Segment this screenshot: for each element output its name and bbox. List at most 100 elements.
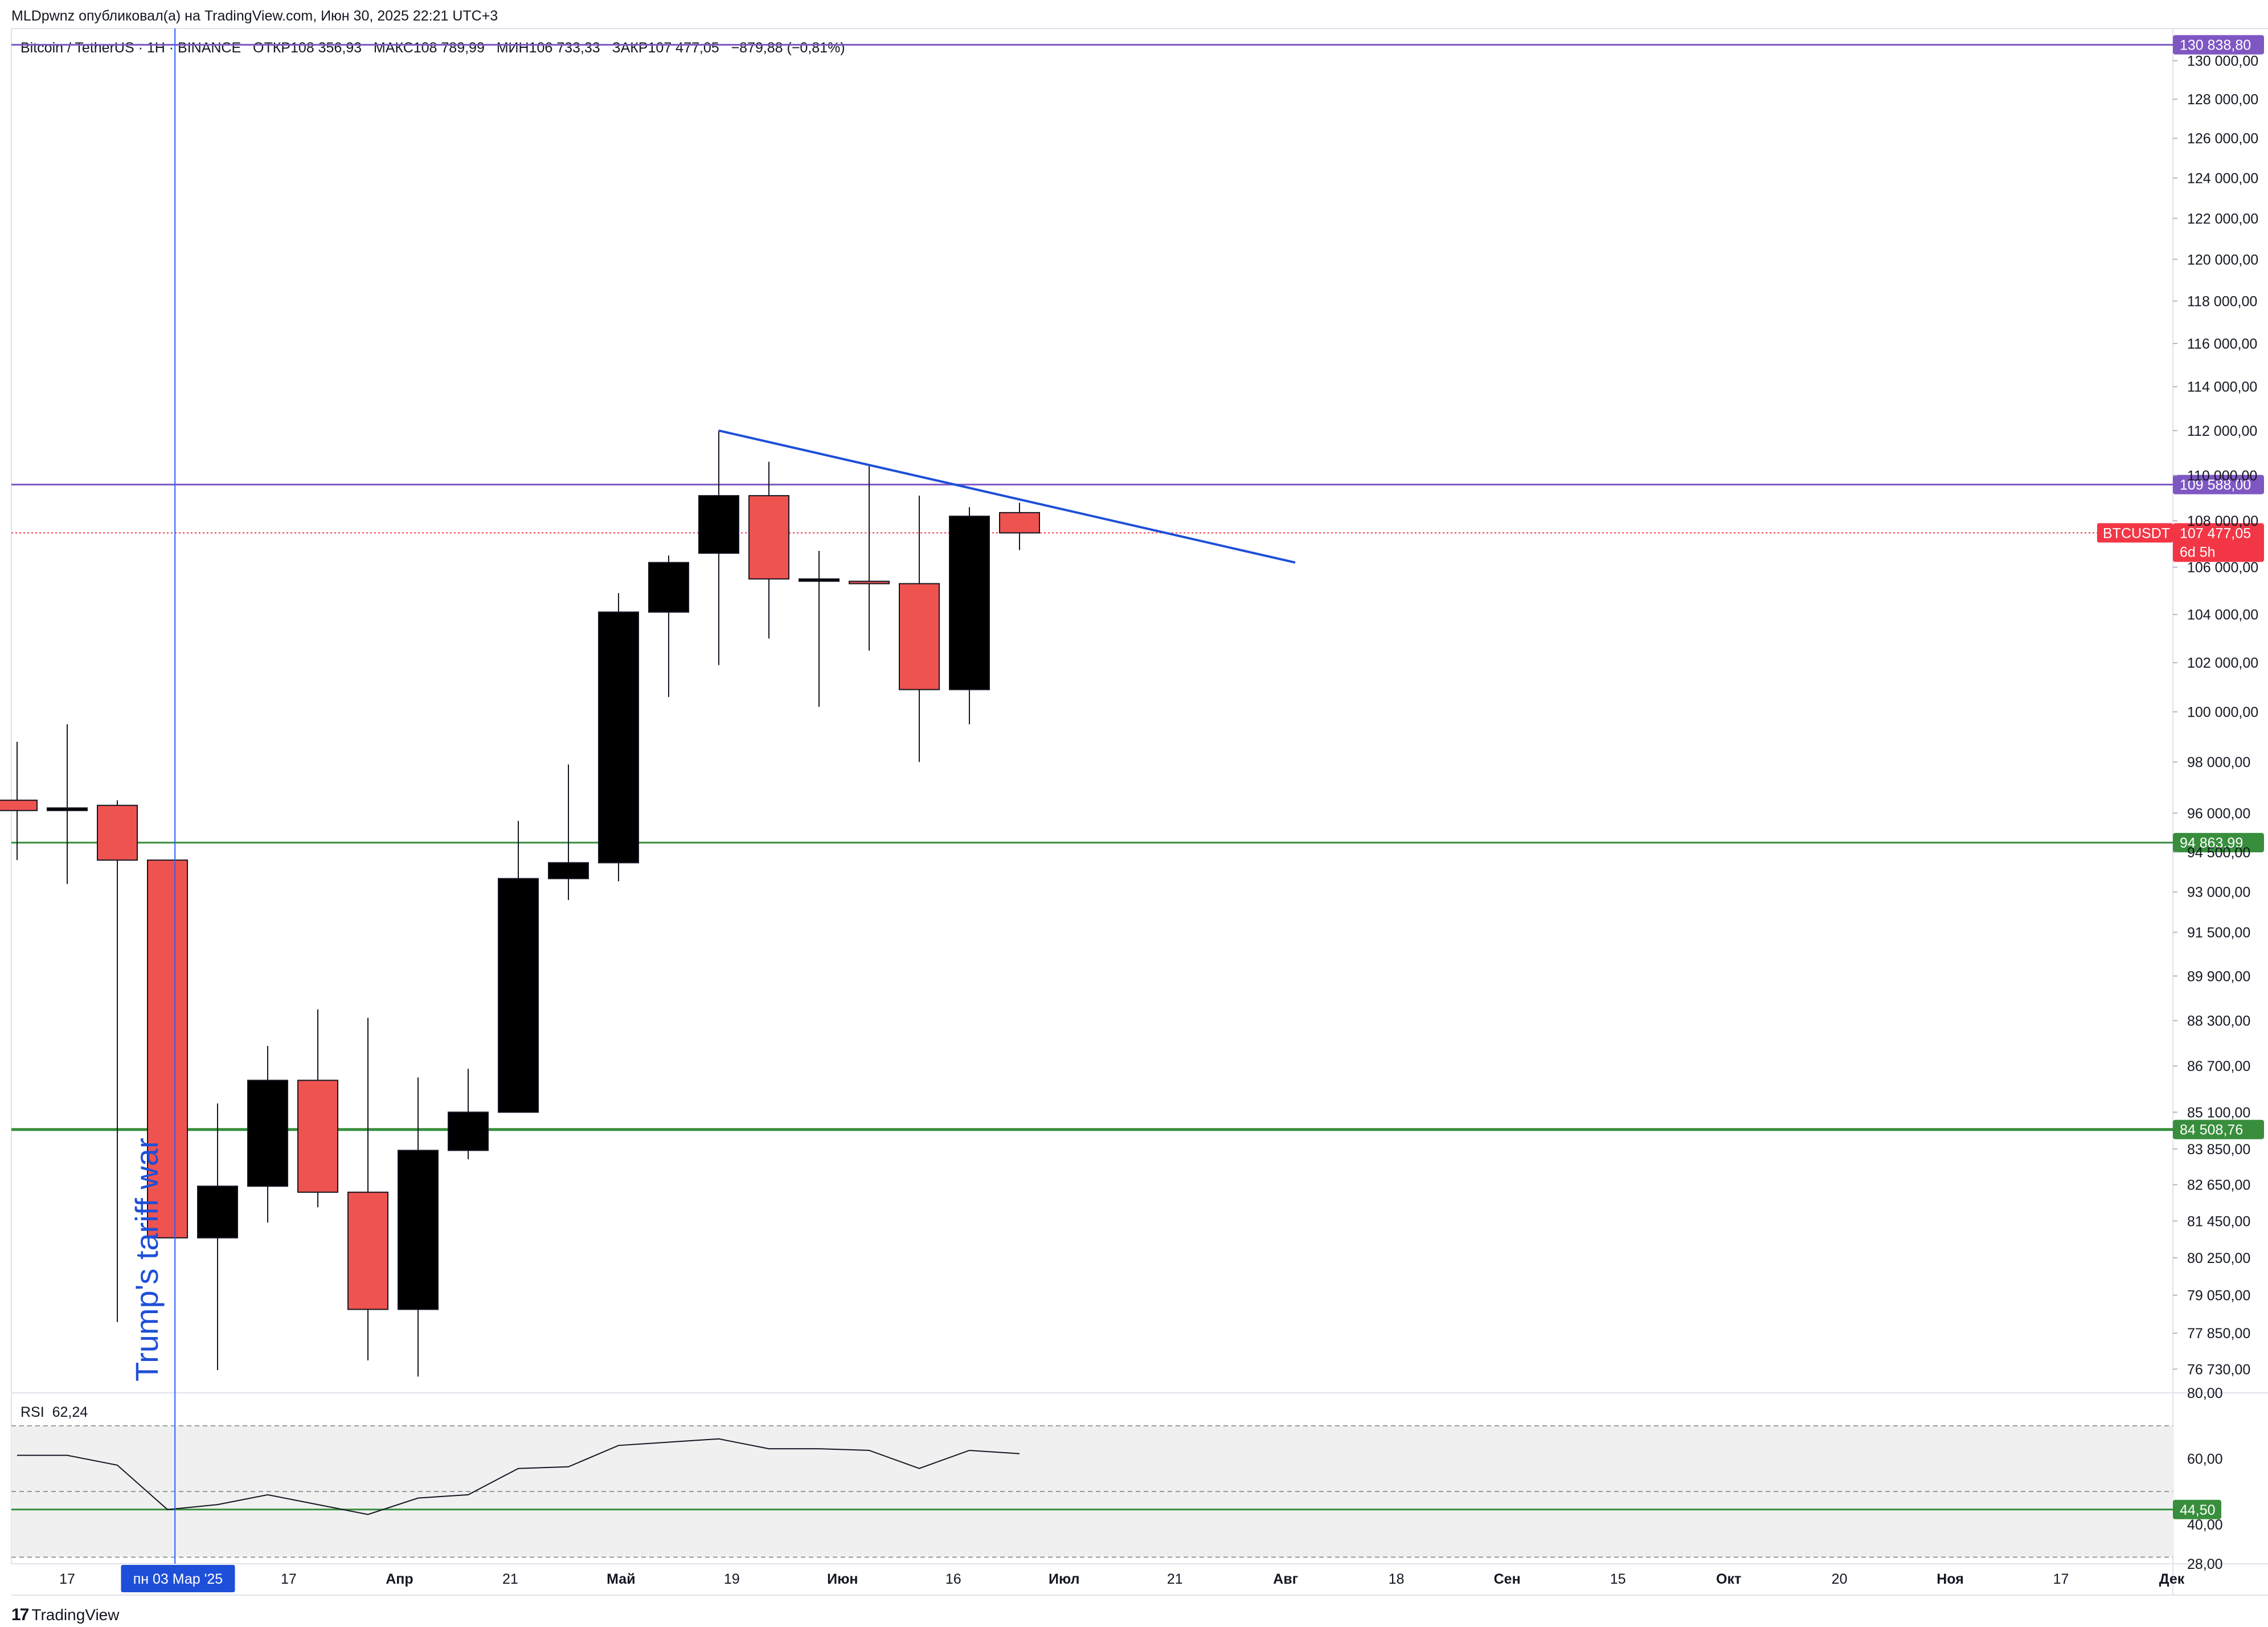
candle-body[interactable] [598,611,639,864]
rsi-tick-label: 28,00 [2187,1556,2223,1572]
price-tick-label: 108 000,00 [2187,513,2258,529]
candle-body[interactable] [799,578,840,582]
candle-body[interactable] [949,516,990,690]
time-tick-label: 18 [1389,1571,1405,1587]
price-tick-label: 124 000,00 [2187,170,2258,186]
trend-line[interactable] [718,429,1296,564]
price-tick-label: 122 000,00 [2187,211,2258,227]
candle-body[interactable] [47,807,88,811]
rsi-pane[interactable]: 44,50 [11,1425,2221,1558]
price-tick-label: 83 850,00 [2187,1142,2250,1158]
price-tick-label: 102 000,00 [2187,655,2258,671]
price-tick-label: 98 000,00 [2187,755,2250,771]
time-tick-label: 19 [724,1571,740,1587]
level-price-tag [2173,1119,2264,1139]
time-tick-label: 17 [281,1571,297,1587]
candle-body[interactable] [498,878,539,1113]
price-tick-label: 93 000,00 [2187,885,2250,901]
candle-body[interactable] [748,495,789,580]
level-price-label: 94 863,99 [2180,835,2243,851]
candle-body[interactable] [698,495,739,554]
time-tick-label: Май [607,1571,635,1587]
candle-body[interactable] [648,562,689,613]
time-tick-label: Окт [1716,1571,1741,1587]
candle-body[interactable] [297,1080,338,1193]
time-tick-label: 17 [59,1571,75,1587]
candle-body[interactable] [0,799,38,811]
time-tick-label: 20 [1832,1571,1848,1587]
price-tick-label: 88 300,00 [2187,1013,2250,1029]
price-tick-label: 114 000,00 [2187,379,2257,395]
level-price-label: 84 508,76 [2180,1122,2243,1138]
rsi-level-label: 44,50 [2180,1502,2216,1518]
candle-body[interactable] [448,1111,489,1151]
price-tick-label: 91 500,00 [2187,925,2250,941]
rsi-line[interactable] [17,1438,1020,1515]
last-price-tag [2173,523,2264,562]
rsi-tick-label: 40,00 [2187,1517,2223,1533]
price-tick-label: 79 050,00 [2187,1288,2250,1304]
price-tick-label: 86 700,00 [2187,1058,2250,1074]
level-price-tag [2173,35,2264,55]
price-tick-label: 118 000,00 [2187,293,2257,309]
brand-name: TradingView [31,1606,120,1624]
symbol-tag-label: BTCUSDT [2103,525,2170,541]
candle-body[interactable] [999,512,1040,534]
price-tick-label: 106 000,00 [2187,560,2258,576]
candle-body[interactable] [849,581,890,584]
candle-body[interactable] [347,1191,388,1310]
time-tick-label: 16 [945,1571,961,1587]
price-tick-label: 77 850,00 [2187,1326,2250,1342]
chart-frame [11,28,2268,1596]
rsi-tick-label: 80,00 [2187,1385,2223,1401]
time-tick-label: Ноя [1937,1571,1964,1587]
candle-body[interactable] [899,583,940,690]
drawings[interactable]: Trump's tariff war [129,28,1296,1564]
price-tick-label: 94 500,00 [2187,845,2250,861]
rsi-legend[interactable]: RSI 62,24 [21,1404,88,1420]
crosshair-date-label: пн 03 Мар '25 [133,1571,223,1587]
level-price-label: 109 588,00 [2180,477,2251,493]
candles[interactable] [0,430,1040,1377]
price-tick-label: 126 000,00 [2187,131,2258,147]
candle-body[interactable] [197,1185,238,1238]
time-tick-label: 15 [1610,1571,1626,1587]
price-tick-label: 112 000,00 [2187,423,2257,439]
level-price-label: 130 838,80 [2180,38,2251,54]
symbol-legend[interactable]: Bitcoin / TetherUS · 1Н · BINANCE ОТКР10… [21,40,845,56]
price-tick-label: 81 450,00 [2187,1213,2250,1229]
countdown-label: 6d 5h [2180,544,2216,560]
price-tick-label: 96 000,00 [2187,806,2250,821]
price-tick-label: 80 250,00 [2187,1250,2250,1266]
time-tick-label: Июн [827,1571,858,1587]
candle-body[interactable] [548,862,589,880]
price-tick-label: 104 000,00 [2187,607,2258,623]
horizontal-lines[interactable]: 130 838,80 109 588,00 94 863,99 84 508,76 BT… [11,35,2264,1139]
axes: 130 000,00 128 000,00 126 000,00 124 000,00… [59,54,2258,1592]
price-tick-label: 128 000,00 [2187,92,2258,108]
time-tick-label: 21 [502,1571,518,1587]
rsi-level-tag [2173,1499,2221,1519]
tradingview-brand[interactable]: 17 TradingView [11,1605,119,1625]
level-price-tag [2173,475,2264,494]
candle-body[interactable] [398,1150,439,1310]
time-tick-label: 21 [1167,1571,1183,1587]
time-tick-label: 17 [2053,1571,2069,1587]
crosshair-date-tag [121,1565,235,1592]
level-price-tag [2173,833,2264,853]
candle-body[interactable] [247,1080,288,1187]
price-tick-label: 89 900,00 [2187,968,2250,984]
time-tick-label: Апр [386,1571,413,1587]
price-tick-label: 116 000,00 [2187,336,2257,352]
price-tick-label: 100 000,00 [2187,705,2258,721]
candle-body[interactable] [97,804,138,861]
tradingview-logo-icon: 17 [11,1605,29,1624]
symbol-tag [2097,523,2173,543]
event-annotation: Trump's tariff war [129,1138,165,1381]
time-tick-label: Июл [1049,1571,1080,1587]
candle-body[interactable] [147,859,188,1238]
last-price-label: 107 477,05 [2180,525,2251,541]
price-tick-label: 110 000,00 [2187,468,2257,484]
rsi-tick-label: 60,00 [2187,1451,2223,1467]
